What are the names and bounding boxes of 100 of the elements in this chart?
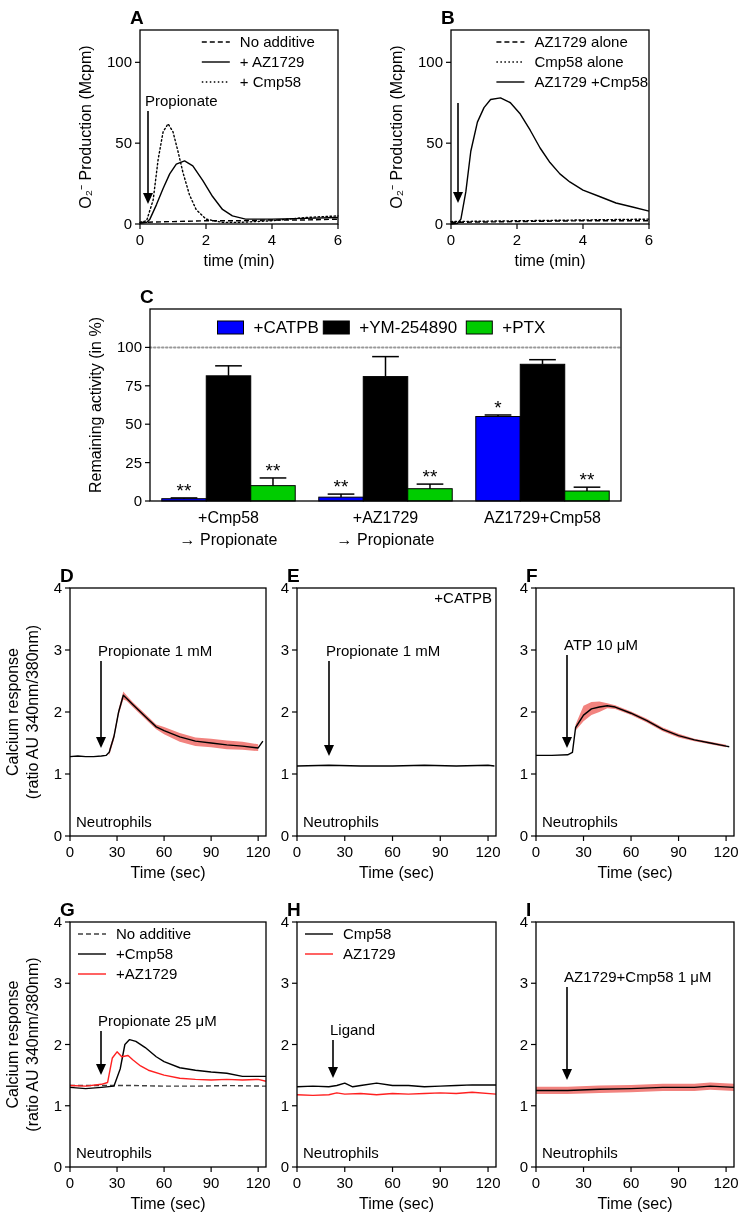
x-axis-title: time (min) [514,252,586,269]
y-tick-label: 2 [280,703,289,720]
annotation: Neutrophils [542,813,618,830]
y-tick-label: 3 [519,641,528,658]
y-tick-label: 2 [53,1035,62,1053]
x-tick-label: 60 [622,843,640,860]
annotation: Neutrophils [303,1144,379,1161]
data-label: ** [176,479,193,501]
y-tick-label: 1 [53,1096,62,1114]
legend-label: + Cmp58 [239,73,302,90]
x-tick-label: 0 [531,843,541,860]
x-tick-label: 90 [202,1174,220,1191]
y-tick-label: 4 [519,579,528,596]
legend-label: +Cmp58 [116,945,174,962]
y-tick-label: 50 [426,134,443,152]
y-tick-label: 1 [519,1096,528,1114]
legend-label: +AZ1729 [116,965,178,982]
x-tick-label: 90 [202,843,220,860]
y-axis-title: Calcium response (ratio AU 340nm/380nm) [3,957,41,1132]
y-tick-label: 1 [280,765,289,782]
y-tick-label: 100 [417,53,443,71]
x-axis-title: Time (sec) [597,864,673,881]
data-label: ** [579,469,595,491]
y-tick-label: 0 [519,827,528,844]
x-tick-label: 30 [108,843,126,860]
x-tick-label: 120 [245,843,271,860]
x-tick-label: 120 [713,843,739,860]
y-tick-label: 0 [53,1158,62,1175]
y-axis-title: O₂⁻ Production (Mcpm) [76,45,94,209]
y-axis-title: Calcium response (ratio AU 340nm/380nm) [3,624,41,800]
x-tick-label: 120 [713,1174,739,1191]
data-label: * [494,396,503,418]
x-tick-label: 2 [201,231,211,248]
x-tick-label: 60 [155,1174,173,1191]
y-tick-label: 1 [280,1096,289,1114]
x-axis-title: Time (sec) [359,864,434,881]
y-tick-label: 3 [53,641,62,658]
x-tick-label: 0 [292,843,302,860]
annotation: Propionate 1 mM [98,642,213,659]
y-tick-label: 1 [53,765,62,782]
x-tick-label: 6 [333,231,343,248]
legend-label: No additive [239,33,315,50]
y-tick-label: 3 [519,974,528,992]
x-tick-label: 60 [622,1174,640,1191]
x-axis-title: time (min) [203,252,275,269]
y-tick-label: 50 [125,415,142,433]
y-tick-label: 2 [53,703,62,720]
y-tick-label: 0 [53,827,62,844]
y-tick-label: 4 [280,579,289,596]
legend-label: AZ1729 [343,945,396,962]
chart-title: C [140,286,154,307]
x-axis-title: Time (sec) [130,864,206,881]
y-tick-label: 2 [519,703,528,720]
x-tick-label: 30 [575,843,592,860]
x-tick-label: 0 [65,843,75,860]
chart-title: G [60,899,75,920]
y-tick-label: 0 [519,1158,528,1175]
x-tick-label: 30 [575,1174,592,1191]
y-tick-label: 3 [53,974,62,992]
y-tick-label: 3 [280,974,289,992]
y-tick-label: 0 [434,215,443,232]
x-tick-label: 90 [670,1174,687,1191]
y-tick-label: 4 [280,913,289,930]
x-tick-label: 6 [644,231,654,248]
chart-title: I [526,899,532,920]
x-tick-label: 90 [670,843,687,860]
annotation: +CATPB [434,589,492,606]
legend-label: +YM-254890 [359,318,458,337]
x-tick-label: +AZ1729 → Propionate [336,509,435,548]
legend-label: +CATPB [253,318,319,337]
annotation: Ligand [330,1021,376,1038]
y-tick-label: 2 [519,1035,528,1053]
annotation: Neutrophils [76,813,152,830]
x-tick-label: 60 [155,843,173,860]
chart-title: E [287,565,300,586]
y-tick-label: 100 [116,338,142,356]
x-tick-label: 90 [431,843,449,860]
y-tick-label: 2 [280,1035,289,1053]
y-tick-label: 0 [123,215,132,232]
x-tick-label: AZ1729+Cmp58 [484,509,602,526]
x-axis-title: Time (sec) [359,1195,434,1212]
legend-label: Cmp58 [343,925,392,942]
legend-label: AZ1729 +Cmp58 [534,73,649,90]
y-tick-label: 100 [106,53,132,71]
y-axis-title: Remaining activity (in %) [86,316,104,494]
x-tick-label: 0 [65,1174,75,1191]
x-axis-title: Time (sec) [130,1195,206,1212]
annotation: ATP 10 μM [564,636,638,653]
legend-label: AZ1729 alone [534,33,628,50]
x-tick-label: 120 [475,1174,501,1191]
chart-title: D [60,565,74,586]
x-tick-label: 120 [475,843,501,860]
y-tick-label: 0 [280,1158,289,1175]
annotation: Propionate 25 μM [98,1012,217,1029]
annotation: Propionate 1 mM [326,642,441,659]
data-label: ** [265,459,281,481]
y-tick-label: 4 [53,579,62,596]
x-tick-label: 60 [384,1174,401,1191]
y-tick-label: 25 [125,453,142,471]
x-tick-label: 60 [384,843,401,860]
